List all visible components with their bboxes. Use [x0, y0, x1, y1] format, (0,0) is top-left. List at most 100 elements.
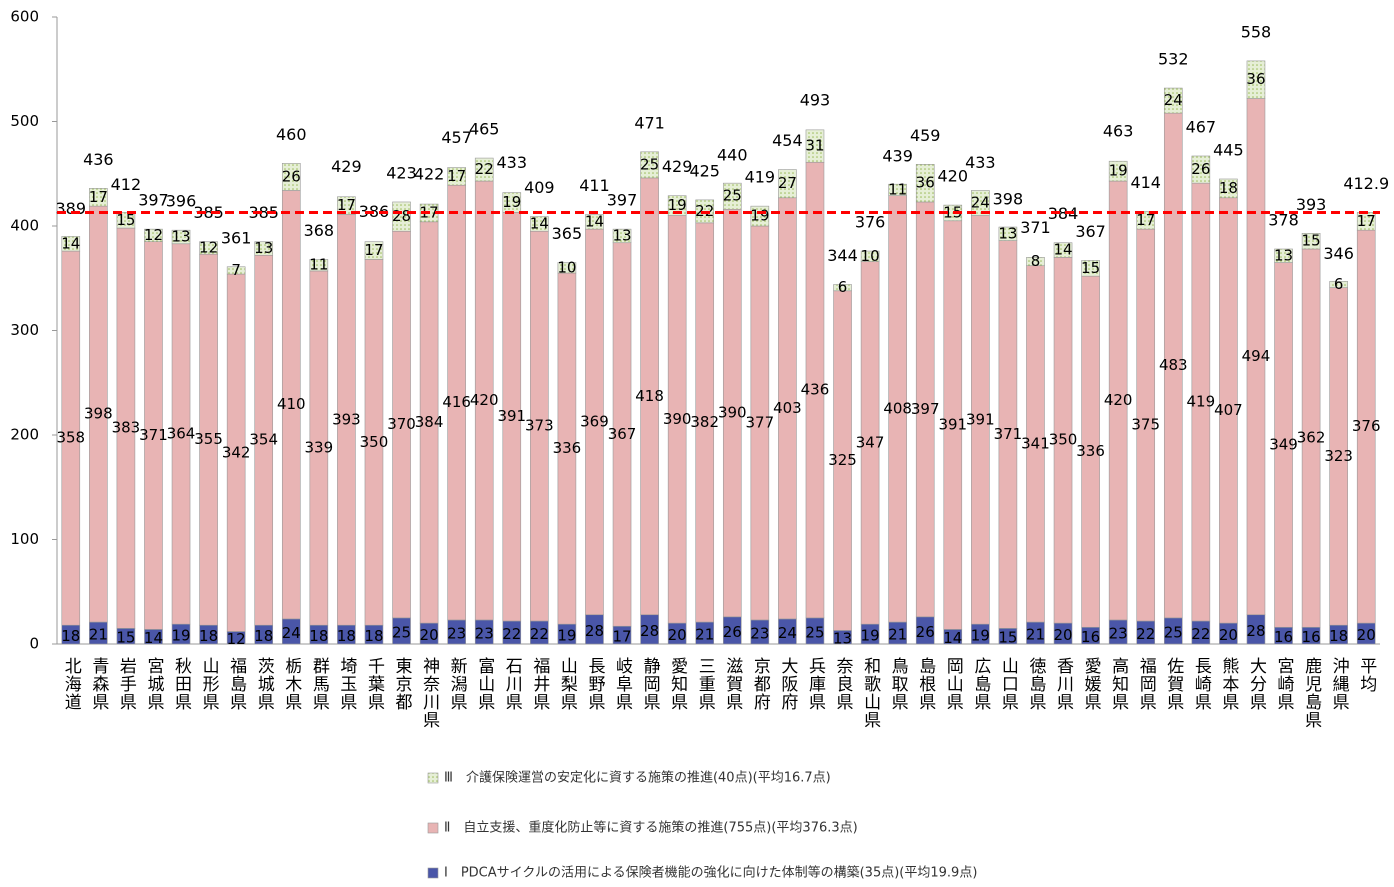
x-tick-label: 京都府: [750, 657, 771, 711]
data-label: 19: [557, 627, 576, 645]
data-label: 24: [971, 194, 990, 212]
total-label: 429: [662, 157, 693, 176]
data-label: 13: [833, 630, 852, 648]
bar-segment: [833, 284, 852, 292]
data-label: 13: [171, 227, 190, 245]
data-label: 23: [1109, 624, 1128, 642]
data-label: 22: [475, 160, 494, 178]
data-label: 355: [194, 430, 223, 448]
data-label: 14: [144, 629, 163, 647]
data-label: 341: [1021, 434, 1050, 452]
x-tick-label: 島根県: [915, 657, 936, 711]
x-tick-label: 岐阜県: [612, 657, 633, 711]
data-label: 18: [199, 627, 218, 645]
data-label: 28: [1246, 622, 1265, 640]
total-label: 459: [910, 126, 941, 145]
bar-segment: [888, 183, 907, 196]
bar-segment: [860, 250, 880, 262]
total-label: 440: [717, 146, 748, 165]
bar-segment: [1274, 248, 1293, 263]
bar-segment: [998, 226, 1018, 241]
data-label: 22: [695, 202, 714, 220]
total-label: 396: [166, 192, 197, 211]
data-label: 18: [337, 627, 356, 645]
data-label: 28: [585, 622, 604, 640]
bar-segment: [89, 188, 108, 207]
bar-segment: [640, 151, 659, 179]
data-label: 7: [231, 261, 241, 279]
total-label: 445: [1213, 140, 1244, 159]
data-label: 419: [1187, 393, 1216, 411]
data-label: 376: [1352, 417, 1381, 435]
data-label: 373: [525, 417, 554, 435]
data-label: 15: [1081, 259, 1100, 277]
x-tick-label: 平均: [1356, 657, 1377, 693]
bar-segment: [309, 259, 329, 272]
data-label: 22: [1191, 625, 1210, 643]
data-label: 24: [778, 624, 797, 642]
data-label: 14: [585, 212, 604, 230]
total-label: 367: [1075, 222, 1106, 241]
data-label: 21: [89, 626, 108, 644]
total-label: 385: [193, 203, 224, 222]
total-label: 409: [524, 178, 555, 197]
bar-segment: [778, 169, 797, 199]
y-tick-label: 500: [10, 112, 39, 130]
bar-segment: [1026, 257, 1045, 267]
x-tick-label: 沖縄県: [1329, 657, 1350, 711]
data-label: 18: [1329, 627, 1348, 645]
bar-segment: [1136, 211, 1156, 230]
x-tick-label: 三重県: [695, 657, 716, 711]
data-label: 36: [1246, 70, 1265, 88]
legend-label: Ⅱ 自立支援、重度化防止等に資する施策の推進(755点)(平均376.3点): [444, 820, 858, 836]
data-label: 391: [938, 416, 967, 434]
bar-segment: [116, 212, 136, 229]
bar-segment: [722, 182, 742, 210]
data-label: 23: [475, 624, 494, 642]
data-label: 20: [1053, 626, 1072, 644]
data-label: 384: [415, 413, 444, 431]
data-label: 18: [309, 627, 328, 645]
total-label: 493: [800, 90, 831, 109]
y-tick-label: 600: [10, 8, 39, 26]
data-label: 364: [167, 424, 196, 442]
data-label: 26: [723, 623, 742, 641]
x-tick-label: 福岡県: [1136, 657, 1157, 711]
data-label: 22: [1136, 625, 1155, 643]
total-label: 558: [1241, 22, 1272, 41]
data-label: 420: [1104, 391, 1133, 409]
total-label: 454: [772, 131, 803, 150]
total-label: 463: [1103, 122, 1134, 141]
data-label: 14: [1053, 241, 1072, 259]
data-label: 407: [1214, 401, 1243, 419]
data-label: 28: [640, 622, 659, 640]
data-label: 323: [1324, 447, 1353, 465]
bar-segment: [1191, 155, 1211, 184]
total-label: 433: [497, 153, 528, 172]
data-label: 16: [1302, 628, 1321, 646]
data-label: 391: [966, 410, 995, 428]
data-label: 25: [640, 155, 659, 173]
total-label: 412: [111, 175, 142, 194]
data-label: 398: [84, 405, 113, 423]
bar-segment: [1081, 260, 1100, 277]
bar-segment: [281, 163, 301, 191]
bar-segment: [1108, 160, 1128, 182]
data-label: 6: [1334, 275, 1344, 293]
total-label: 433: [965, 153, 996, 172]
x-tick-label: 東京都: [392, 657, 413, 711]
data-label: 371: [139, 426, 168, 444]
data-label: 24: [1164, 91, 1183, 109]
x-tick-label: 広島県: [970, 657, 991, 711]
data-label: 18: [61, 627, 80, 645]
data-label: 14: [61, 234, 80, 252]
data-label: 14: [530, 214, 549, 232]
data-label: 25: [1164, 623, 1183, 641]
data-label: 370: [387, 415, 416, 433]
x-tick-label: 愛媛県: [1081, 657, 1102, 711]
data-label: 325: [828, 451, 857, 469]
bar-segment: [971, 190, 990, 216]
total-label: 389: [56, 199, 87, 218]
x-tick-label: 和歌山県: [860, 657, 881, 729]
total-label: 439: [882, 147, 913, 166]
